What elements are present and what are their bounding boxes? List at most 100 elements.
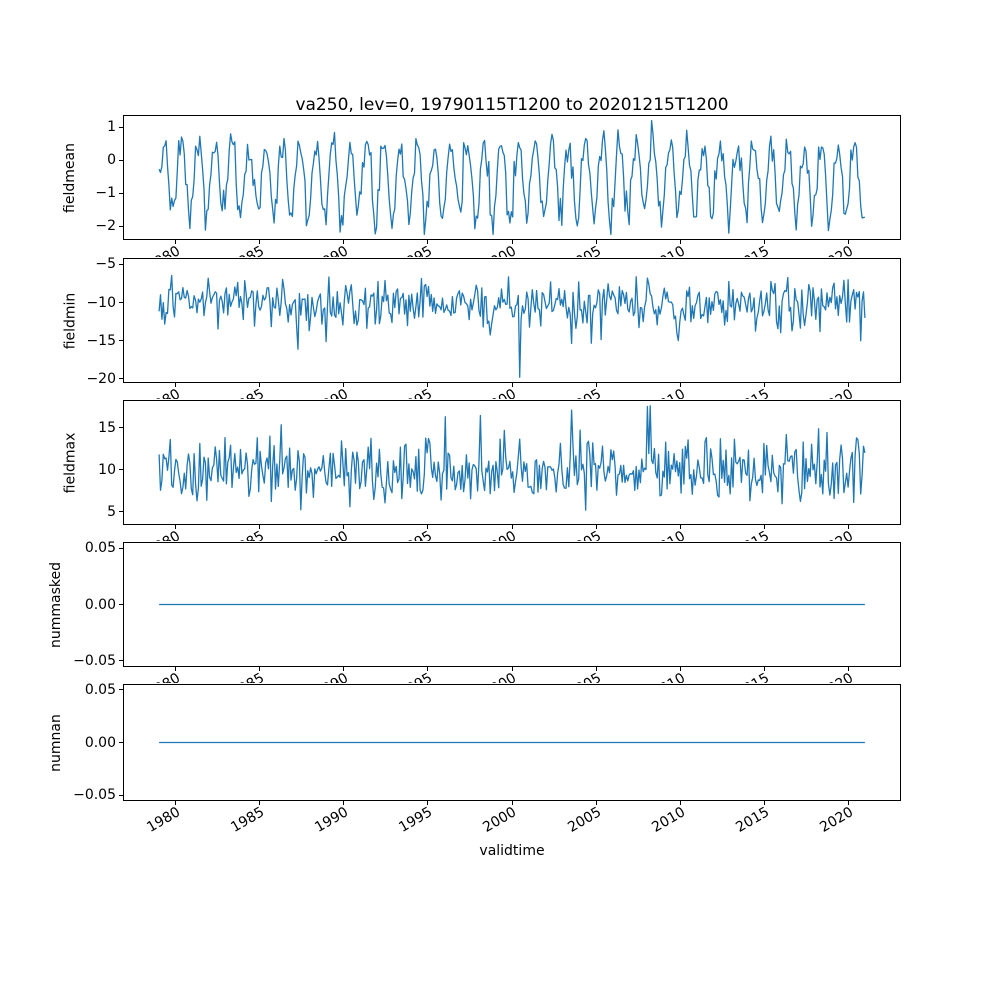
x-tick-label-text: 2015	[733, 243, 772, 257]
y-tick	[119, 469, 123, 471]
axes-fieldmax	[123, 400, 901, 525]
x-tick	[679, 383, 681, 387]
x-tick	[343, 240, 345, 244]
y-tick-label-text: 0.00	[84, 734, 116, 751]
x-tick-label-text: 2000	[481, 386, 520, 399]
x-tick-label-text: 1980	[144, 670, 183, 683]
y-tick	[119, 340, 123, 342]
x-tick-label-text: 2005	[565, 528, 604, 541]
x-tick-labels-clipped: 1980 1985 1990 1995 2000 2005 2010 2015 2020	[0, 526, 1000, 541]
y-tick	[119, 378, 123, 380]
y-tick-label-text: 0	[107, 152, 116, 169]
x-tick-label-text: 2000	[480, 804, 520, 836]
x-tick	[343, 801, 345, 805]
x-tick	[343, 525, 345, 529]
y-axis-label-text: nummasked	[48, 561, 65, 648]
x-tick	[595, 525, 597, 529]
y-axis-label-text: fieldmean	[62, 142, 79, 213]
x-tick-label-text: 2010	[649, 670, 688, 683]
y-tick	[119, 689, 123, 691]
x-tick	[343, 667, 345, 671]
y-tick	[119, 511, 123, 513]
x-tick-label-text: 2015	[733, 386, 772, 399]
x-tick	[511, 240, 513, 244]
x-tick-label-text: 1990	[312, 528, 351, 541]
x-tick	[764, 383, 766, 387]
y-axis-label-nummasked: nummasked	[46, 542, 66, 667]
x-tick-label-text: 2005	[565, 386, 604, 399]
x-tick-labels-clipped: 1980 1985 1990 1995 2000 2005 2010 2015 2020	[0, 384, 1000, 399]
x-tick-labels-clipped: 1980 1985 1990 1995 2000 2005 2010 2015 2020	[0, 241, 1000, 257]
x-tick	[848, 383, 850, 387]
x-tick-label-text: 1995	[396, 528, 435, 541]
y-tick-label-text: 1	[107, 119, 116, 136]
y-tick-label-text: −15	[86, 332, 116, 349]
x-tick-label-text: 2015	[733, 804, 773, 836]
x-tick	[595, 383, 597, 387]
y-axis-label-fieldmin: fieldmin	[60, 258, 80, 383]
plot-area-fieldmin	[123, 258, 901, 383]
x-tick-label-text: 2020	[817, 528, 856, 541]
x-tick	[258, 240, 260, 244]
x-tick	[174, 667, 176, 671]
x-tick-label-text: 1990	[312, 804, 352, 836]
plot-area-numnan	[123, 684, 901, 801]
plot-area-fieldmean	[123, 115, 901, 240]
x-tick	[848, 801, 850, 805]
y-axis-label-text: fieldmin	[62, 292, 79, 349]
x-tick-label-text: 2000	[481, 243, 520, 257]
x-tick-label-text: 2010	[649, 804, 688, 836]
y-tick	[119, 794, 123, 796]
y-tick	[119, 427, 123, 429]
series-line-fieldmin	[158, 274, 866, 378]
x-tick	[174, 240, 176, 244]
y-tick	[119, 159, 123, 161]
y-tick	[119, 263, 123, 265]
x-tick	[595, 801, 597, 805]
x-tick-label-text: 2020	[817, 386, 856, 399]
x-tick	[258, 801, 260, 805]
x-tick	[679, 801, 681, 805]
y-tick	[119, 225, 123, 227]
x-tick	[595, 240, 597, 244]
y-tick-label-text: −0.05	[73, 787, 116, 804]
y-axis-label-fieldmax: fieldmax	[60, 400, 80, 525]
y-tick-label-text: −0.05	[73, 652, 116, 669]
y-tick	[119, 547, 123, 549]
x-tick-label-text: 1985	[228, 528, 267, 541]
x-tick-label-text: 2000	[481, 528, 520, 541]
y-axis-label-numnan: numnan	[46, 684, 66, 801]
x-tick-label-text: 1995	[396, 386, 435, 399]
y-axis-label-text: fieldmax	[62, 432, 78, 493]
axes-border-fieldmin	[123, 258, 901, 383]
x-tick-label-text: 2010	[649, 386, 688, 399]
axes-border-fieldmean	[123, 115, 901, 240]
x-tick	[679, 525, 681, 529]
x-tick	[848, 240, 850, 244]
x-tick	[174, 525, 176, 529]
y-tick-label-text: −10	[86, 294, 116, 311]
x-tick-label-text: 1985	[228, 243, 267, 257]
x-tick	[511, 525, 513, 529]
axes-border-numnan	[123, 684, 901, 801]
x-tick	[427, 383, 429, 387]
x-tick-labels-clipped: 1980 1985 1990 1995 2000 2005 2010 2015 2020	[0, 668, 1000, 683]
y-axis-label-text: numnan	[48, 713, 64, 772]
x-tick	[764, 240, 766, 244]
x-tick-label-text: 1995	[396, 804, 436, 836]
axes-border-fieldmax	[123, 400, 901, 525]
x-tick-label-text: 2020	[817, 243, 856, 257]
x-tick-label-text: 1990	[312, 386, 351, 399]
y-tick	[119, 302, 123, 304]
x-tick-label-text: 1980	[144, 528, 183, 541]
x-tick-label-text: 1990	[312, 243, 351, 257]
x-tick	[679, 667, 681, 671]
x-tick	[764, 801, 766, 805]
y-tick-label-text: 0.00	[84, 596, 116, 613]
x-tick	[258, 525, 260, 529]
y-tick	[119, 604, 123, 605]
y-tick-label-text: 10	[98, 461, 116, 478]
x-tick-label-text: 2005	[565, 670, 604, 683]
plot-area-nummasked	[123, 542, 901, 667]
